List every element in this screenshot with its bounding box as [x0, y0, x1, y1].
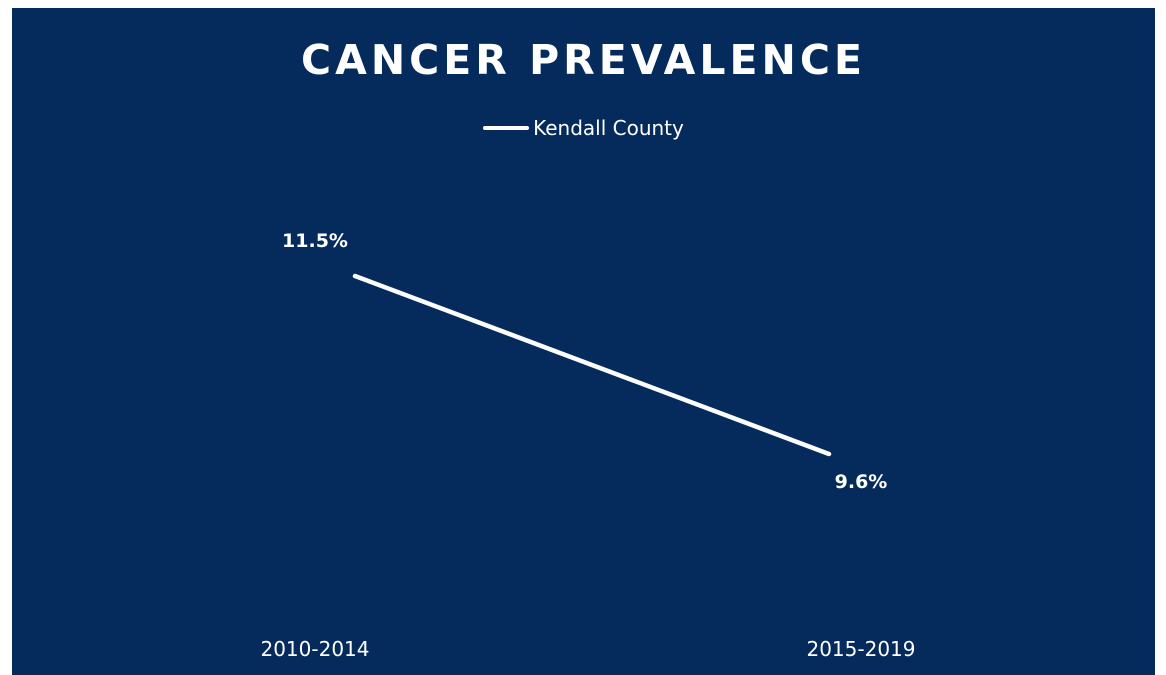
legend: Kendall County [12, 116, 1155, 140]
plot-area: 11.5% 9.6% 2010-2014 2015-2019 [260, 230, 915, 661]
chart-title: CANCER PREVALENCE [301, 36, 866, 84]
legend-line-swatch [483, 126, 530, 130]
data-label-2010-2014: 11.5% [282, 230, 348, 252]
chart-frame: CANCER PREVALENCE Kendall County 11.5% 9.… [12, 8, 1155, 675]
x-tick-label-2010-2014: 2010-2014 [260, 637, 369, 661]
series-line-kendall-county [352, 273, 832, 457]
legend-label: Kendall County [533, 116, 684, 140]
x-tick-label-2015-2019: 2015-2019 [806, 637, 915, 661]
data-label-2015-2019: 9.6% [835, 471, 888, 493]
